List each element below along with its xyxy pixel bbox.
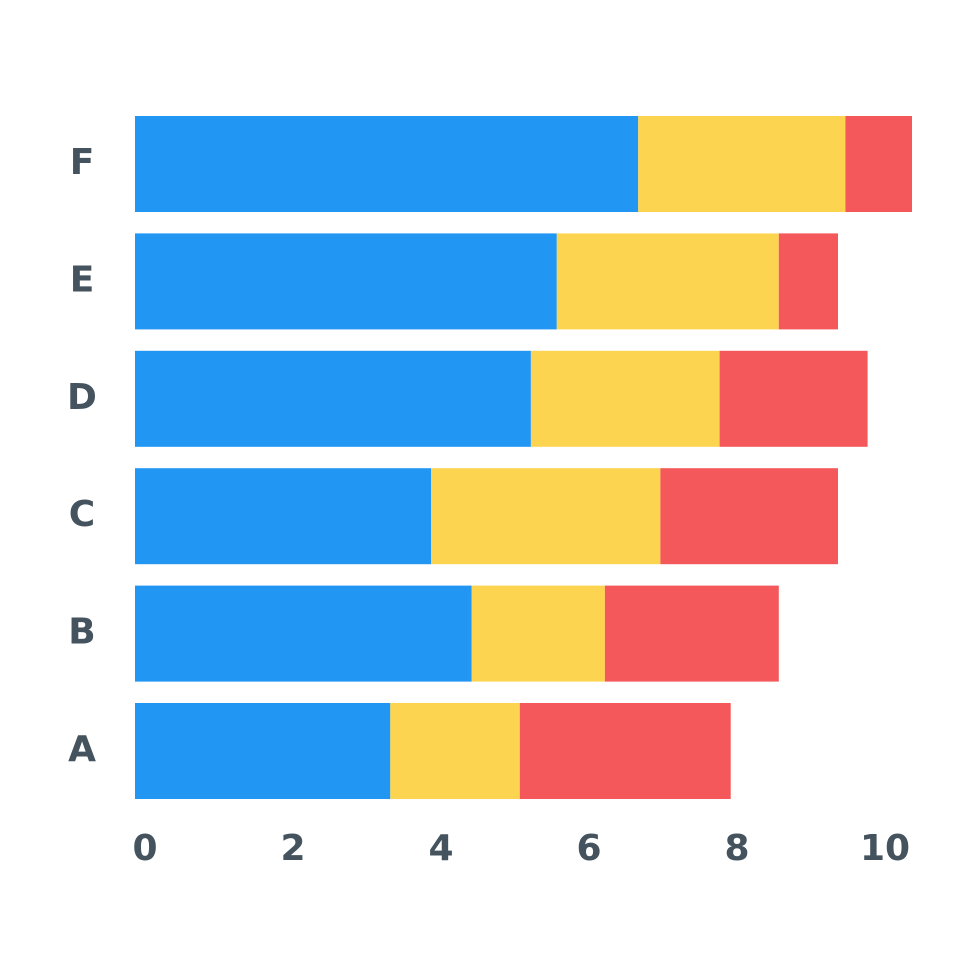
bar-segment xyxy=(845,116,912,212)
y-tick-label: A xyxy=(68,729,96,770)
x-tick-label: 8 xyxy=(724,828,749,869)
bar-segment xyxy=(135,116,639,212)
bar-segment xyxy=(471,585,605,682)
bar-segment xyxy=(135,703,391,799)
y-tick-label: F xyxy=(70,142,95,183)
bar-segment xyxy=(135,233,557,330)
bar-segment xyxy=(719,350,868,447)
bar-segment xyxy=(556,233,779,330)
bar-segment xyxy=(778,233,838,330)
bar-segment xyxy=(390,703,520,799)
bar-segment xyxy=(135,468,431,565)
bar-segment xyxy=(604,585,779,682)
bar-segment xyxy=(135,350,531,447)
x-tick-label: 6 xyxy=(576,828,601,869)
y-tick-label: C xyxy=(69,494,95,535)
x-tick-label: 2 xyxy=(280,828,305,869)
bar-segment xyxy=(431,468,661,565)
bar-segment xyxy=(638,116,846,212)
x-tick-label: 4 xyxy=(428,828,453,869)
bar-segment xyxy=(530,350,720,447)
y-tick-label: D xyxy=(67,377,97,418)
x-tick-label: 10 xyxy=(860,828,910,869)
y-tick-label: E xyxy=(70,259,95,300)
y-tick-label: B xyxy=(68,612,95,653)
bar-segment xyxy=(519,703,731,799)
bar-segment xyxy=(660,468,838,565)
bar-segment xyxy=(135,585,472,682)
x-tick-label: 0 xyxy=(132,828,157,869)
